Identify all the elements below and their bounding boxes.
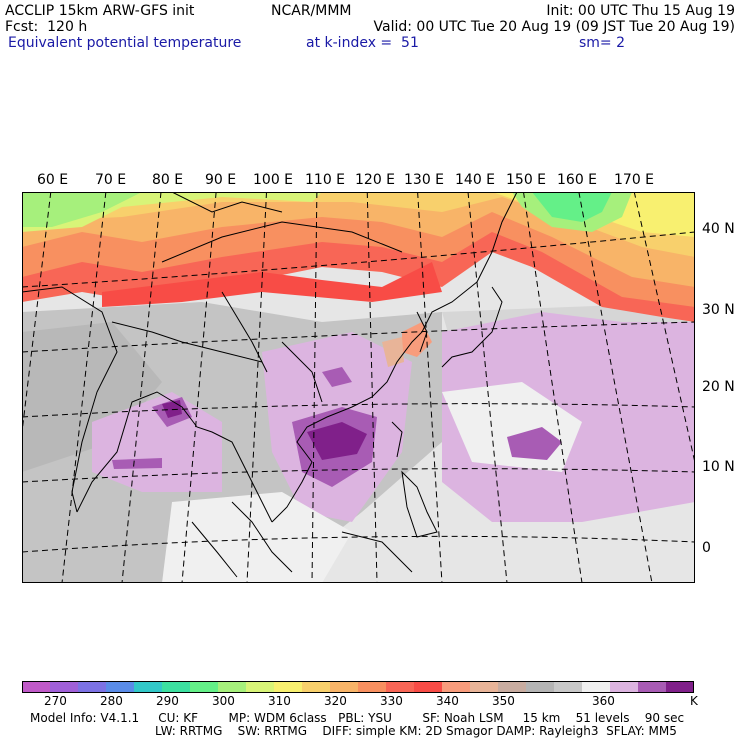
colorbar-swatch [358, 681, 387, 693]
lon-label: 100 E [253, 172, 294, 188]
colorbar-swatch [582, 681, 611, 693]
lon-label: 80 E [152, 172, 184, 188]
colorbar-swatch [162, 681, 191, 693]
theta-e-map [22, 192, 695, 583]
colorbar-swatch [218, 681, 247, 693]
colorbar-border [22, 681, 694, 693]
lat-label: 20 N [702, 379, 735, 395]
valid-time: Valid: 00 UTC Tue 20 Aug 19 (09 JST Tue … [373, 19, 735, 35]
colorbar-swatch [526, 681, 555, 693]
model-title: ACCLIP 15km ARW-GFS init [5, 3, 195, 19]
model-info: Model Info: V4.1.1 CU: KF MP: WDM 6class… [30, 711, 685, 725]
colorbar-label: 320 [324, 694, 347, 708]
colorbar-swatch [190, 681, 219, 693]
lat-label: 40 N [702, 221, 735, 237]
colorbar-swatch [666, 681, 694, 693]
colorbar-swatch [470, 681, 499, 693]
colorbar-swatch [442, 681, 471, 693]
colorbar-label: 280 [100, 694, 123, 708]
lon-label: 120 E [355, 172, 396, 188]
institution-label: NCAR/MMM [271, 3, 352, 19]
colorbar-label: 310 [268, 694, 291, 708]
physics-info: LW: RRTMG SW: RRTMG DIFF: simple KM: 2D … [155, 724, 677, 738]
level-index: at k-index = 51 [306, 35, 419, 51]
colorbar-swatch [330, 681, 359, 693]
colorbar-swatch [246, 681, 275, 693]
init-time: Init: 00 UTC Thu 15 Aug 19 [546, 3, 735, 19]
colorbar [22, 681, 694, 693]
colorbar-swatch [498, 681, 527, 693]
colorbar-swatch [22, 681, 51, 693]
lon-label: 110 E [305, 172, 346, 188]
lat-label: 0 [702, 540, 711, 556]
smoothing-label: sm= 2 [579, 35, 626, 51]
colorbar-label: 350 [492, 694, 515, 708]
colorbar-swatch [106, 681, 135, 693]
forecast-hour: Fcst: 120 h [5, 19, 88, 35]
lon-label: 160 E [557, 172, 598, 188]
lon-label: 140 E [455, 172, 496, 188]
lon-label: 90 E [205, 172, 237, 188]
colorbar-swatch [274, 681, 303, 693]
colorbar-unit: K [690, 694, 698, 708]
colorbar-swatch [610, 681, 639, 693]
colorbar-label: 270 [44, 694, 67, 708]
colorbar-label: 330 [380, 694, 403, 708]
lon-label: 130 E [404, 172, 445, 188]
lon-label: 70 E [95, 172, 127, 188]
lon-label: 170 E [614, 172, 655, 188]
colorbar-swatch [134, 681, 163, 693]
colorbar-swatch [302, 681, 331, 693]
colorbar-label: 290 [156, 694, 179, 708]
field-name: Equivalent potential temperature [8, 35, 242, 51]
lon-label: 150 E [506, 172, 547, 188]
colorbar-label: 360 [592, 694, 615, 708]
colorbar-swatch [386, 681, 415, 693]
lat-label: 30 N [702, 302, 735, 318]
colorbar-swatch [414, 681, 443, 693]
colorbar-swatch [554, 681, 583, 693]
colorbar-swatch [78, 681, 107, 693]
lat-label: 10 N [702, 459, 735, 475]
colorbar-swatch [50, 681, 79, 693]
colorbar-label: 300 [212, 694, 235, 708]
colorbar-label: 340 [436, 694, 459, 708]
colorbar-swatch [638, 681, 667, 693]
lon-label: 60 E [37, 172, 69, 188]
